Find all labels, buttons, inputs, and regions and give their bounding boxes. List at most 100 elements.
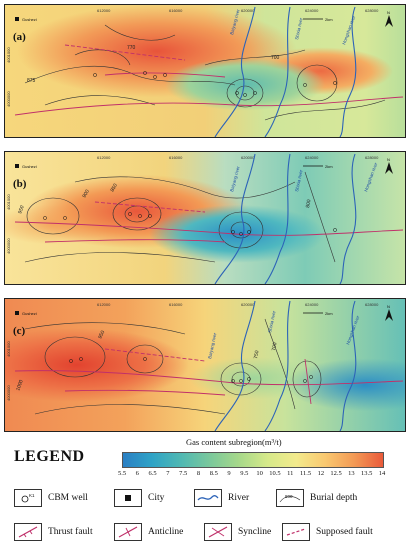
- x-tick: 624000: [305, 8, 319, 13]
- river-label: Shixia river: [267, 310, 277, 333]
- colorbar-tick-label: 11: [287, 470, 294, 477]
- y-tick: 4001000: [6, 341, 11, 357]
- map-panel-c: 612000 616000 620000 624000 628000 40010…: [4, 298, 406, 432]
- x-tick: 612000: [97, 155, 111, 160]
- river-label: Shixia river: [294, 169, 304, 192]
- colorbar: [122, 452, 384, 468]
- colorbar-tick-label: 9.5: [240, 470, 249, 477]
- river-label: Shixia river: [294, 17, 304, 40]
- x-tick: 624000: [305, 302, 319, 307]
- colorbar-title: Gas content subregion(m³/t): [186, 437, 282, 447]
- x-tick: 628000: [365, 8, 379, 13]
- x-tick: 620000: [241, 8, 255, 13]
- legend-label: River: [228, 493, 250, 503]
- burial-depth-contours: [24, 318, 322, 415]
- city-label: Gushezi: [22, 311, 37, 316]
- river-label: Baiyang river: [229, 8, 241, 35]
- syncline-icon: [204, 523, 232, 541]
- x-tick: 620000: [241, 155, 255, 160]
- city-label: Gushezi: [22, 17, 37, 22]
- y-tick: 4000000: [6, 385, 11, 401]
- colorbar-tick-label: 8: [196, 470, 201, 477]
- river-label: Baiyang river: [207, 332, 217, 359]
- x-tick: 628000: [365, 302, 379, 307]
- x-tick: 616000: [169, 302, 183, 307]
- river-icon: [194, 489, 222, 507]
- colorbar-tick-label: 10: [256, 470, 263, 477]
- legend-label: Burial depth: [310, 493, 358, 503]
- colorbar-tick-label: 8.5: [209, 470, 218, 477]
- x-tick: 616000: [169, 8, 183, 13]
- y-tick: 4001000: [6, 194, 11, 210]
- burial-depth-contours: [24, 171, 336, 263]
- y-tick: 4001000: [6, 47, 11, 63]
- map-b-svg: 612000 616000 620000 624000 628000 40010…: [5, 152, 405, 284]
- colorbar-tick-label: 10.5: [269, 470, 281, 477]
- burial-sample-label: 800: [285, 494, 293, 499]
- well-sample-label: K1: [29, 493, 35, 498]
- legend-row-1: K1 CBM well City River 800 Burial depth: [14, 487, 406, 509]
- x-tick: 612000: [97, 302, 111, 307]
- map-c-svg: 612000 616000 620000 624000 628000 40010…: [5, 299, 405, 431]
- north-arrow-icon: [385, 309, 393, 321]
- panel-label: (b): [13, 178, 27, 190]
- legend-label: Thrust fault: [48, 527, 93, 537]
- thrust-fault-icon: [14, 523, 42, 541]
- colorbar-tick-label: 5.5: [117, 470, 127, 477]
- contour-label: 770: [127, 45, 136, 51]
- colorbar-ticks: 5.5 6 6.5 7 7.5 8 8.5 9 9.5 10 10.5 11 11.5 12 12.5 13 1…: [116, 470, 388, 480]
- thrust-faults: [14, 44, 404, 116]
- rivers: [214, 6, 357, 137]
- thrust-faults: [14, 201, 404, 243]
- burial-depth-contours: [24, 24, 386, 121]
- cbm-wells: [69, 357, 313, 383]
- legend-item-well: K1 CBM well: [14, 487, 88, 509]
- legend-title: LEGEND: [14, 448, 85, 465]
- x-tick: 620000: [241, 302, 255, 307]
- anticline-icon: [114, 523, 142, 541]
- city-icon: [114, 489, 142, 507]
- colorbar-tick-label: 13: [348, 470, 355, 477]
- legend-label: City: [148, 493, 165, 503]
- legend-item-burial: 800 Burial depth: [276, 487, 357, 509]
- colorbar-tick-label: 12.5: [330, 470, 342, 477]
- legend-label: Supposed fault: [316, 527, 373, 537]
- map-panel-b: 612000 616000 620000 624000 628000 40010…: [4, 151, 406, 285]
- north-label: N: [387, 157, 390, 162]
- legend-item-river: River: [194, 487, 249, 509]
- legend-label: Syncline: [238, 527, 272, 537]
- colorbar-tick-label: 7: [166, 470, 170, 477]
- rivers: [214, 153, 357, 284]
- colorbar-tick-label: 6: [135, 470, 139, 477]
- contour-label: 900: [82, 189, 91, 199]
- legend-label: CBM well: [48, 493, 88, 503]
- north-label: N: [387, 10, 390, 15]
- contour-label: 850: [110, 183, 119, 193]
- colorbar-tick-label: 7.5: [179, 470, 188, 477]
- colorbar-tick-label: 14: [378, 470, 386, 477]
- rivers: [214, 300, 357, 431]
- legend-item-supposed: Supposed fault: [282, 521, 373, 543]
- legend-item-thrust: Thrust fault: [14, 521, 93, 543]
- map-a-svg: 612000 616000 620000 624000 628000 40010…: [5, 5, 405, 137]
- cbm-wells: [43, 212, 337, 236]
- colorbar-tick-label: 12: [317, 470, 325, 477]
- north-arrow-icon: [385, 15, 393, 27]
- colorbar-tick-label: 11.5: [299, 470, 312, 477]
- scale-label: 2km: [325, 17, 333, 22]
- panel-label: (c): [13, 325, 26, 337]
- y-tick: 4000000: [6, 238, 11, 254]
- scale-label: 2km: [325, 311, 333, 316]
- contour-label: 700: [271, 342, 278, 351]
- contour-label: 950: [97, 330, 106, 340]
- panel-label: (a): [13, 31, 26, 43]
- north-label: N: [387, 304, 390, 309]
- y-tick: 4000000: [6, 91, 11, 107]
- legend-item-city: City: [114, 487, 164, 509]
- contour-label: 700: [271, 55, 280, 61]
- contour-label: 750: [253, 350, 260, 359]
- contour-label: 800: [305, 199, 312, 208]
- city-marker: [15, 164, 19, 168]
- thrust-faults: [14, 348, 404, 405]
- map-panel-a: 612000 616000 620000 624000 628000 40010…: [4, 4, 406, 138]
